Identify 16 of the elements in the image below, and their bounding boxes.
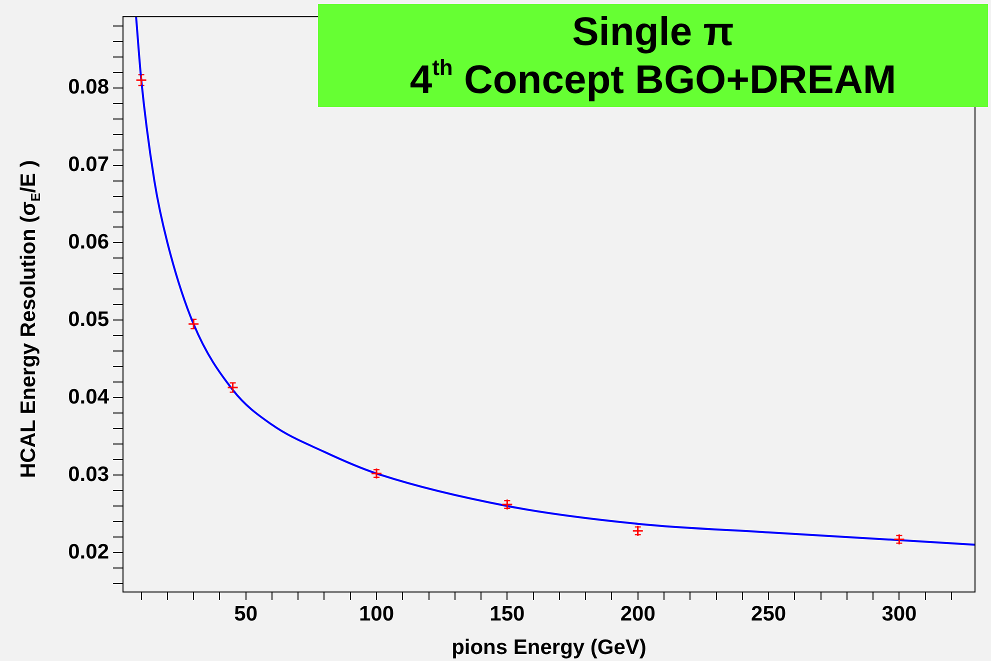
title-panel: Single π 4$^{th}$ Concept BGO+DREAM — [318, 4, 988, 107]
x-tick-label: 250 — [751, 602, 786, 626]
y-tick-label: 0.07 — [68, 153, 109, 176]
y-tick-label: 0.03 — [68, 462, 109, 486]
y-tick-label: 0.08 — [68, 76, 110, 99]
y-tick-label: 0.05 — [68, 308, 110, 331]
x-tick-label: 300 — [882, 602, 917, 626]
y-tick-label: 0.06 — [68, 230, 109, 254]
y-tick-label: 0.04 — [68, 385, 110, 408]
x-tick-label: 200 — [620, 602, 656, 626]
y-tick-label: 0.02 — [68, 540, 109, 564]
line-series — [135, 16, 975, 546]
x-axis-title: pions Energy (GeV) — [452, 636, 646, 660]
x-tick-label: 150 — [490, 602, 525, 626]
x-tick-label: 100 — [358, 602, 394, 626]
x-tick-label: 50 — [234, 602, 258, 626]
